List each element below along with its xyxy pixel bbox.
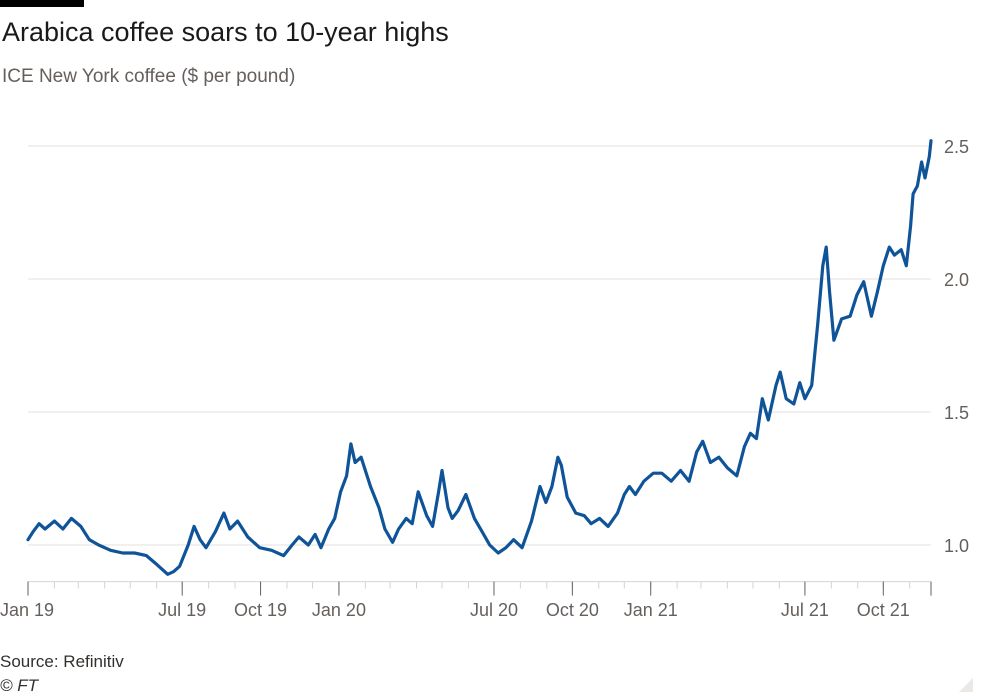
x-tick-label: Jul 21	[781, 600, 829, 620]
y-tick-label: 1.0	[944, 536, 969, 556]
series-layer	[26, 139, 933, 576]
x-tick-label: Jan 20	[312, 600, 366, 620]
series-line-coffee	[26, 139, 933, 576]
x-tick-label: Oct 19	[234, 600, 287, 620]
y-axis-labels: 1.0 1.5 2.0 2.5	[944, 137, 969, 556]
chart-subtitle: ICE New York coffee ($ per pound)	[2, 66, 296, 87]
x-tick-label: Jan 19	[0, 600, 54, 620]
chart-title: Arabica coffee soars to 10-year highs	[2, 17, 449, 47]
resize-corner-icon	[959, 678, 973, 692]
y-tick-label: 2.0	[944, 270, 969, 290]
x-tick-label: Oct 20	[546, 600, 599, 620]
y-tick-label: 1.5	[944, 403, 969, 423]
x-tick-label: Jul 20	[470, 600, 518, 620]
x-tick-label: Oct 21	[857, 600, 910, 620]
copyright-credit: © FT	[0, 676, 39, 695]
x-tick-label: Jan 21	[624, 600, 678, 620]
x-axis: Jan 19 Jul 19 Oct 19 Jan 20 Jul 20 Oct 20 Jan …	[0, 581, 932, 620]
x-tick-label: Jul 19	[158, 600, 206, 620]
gridlines	[28, 145, 931, 546]
y-tick-label: 2.5	[944, 137, 969, 157]
source-note: Source: Refinitiv	[0, 652, 124, 671]
ft-brand-bar	[0, 0, 84, 7]
